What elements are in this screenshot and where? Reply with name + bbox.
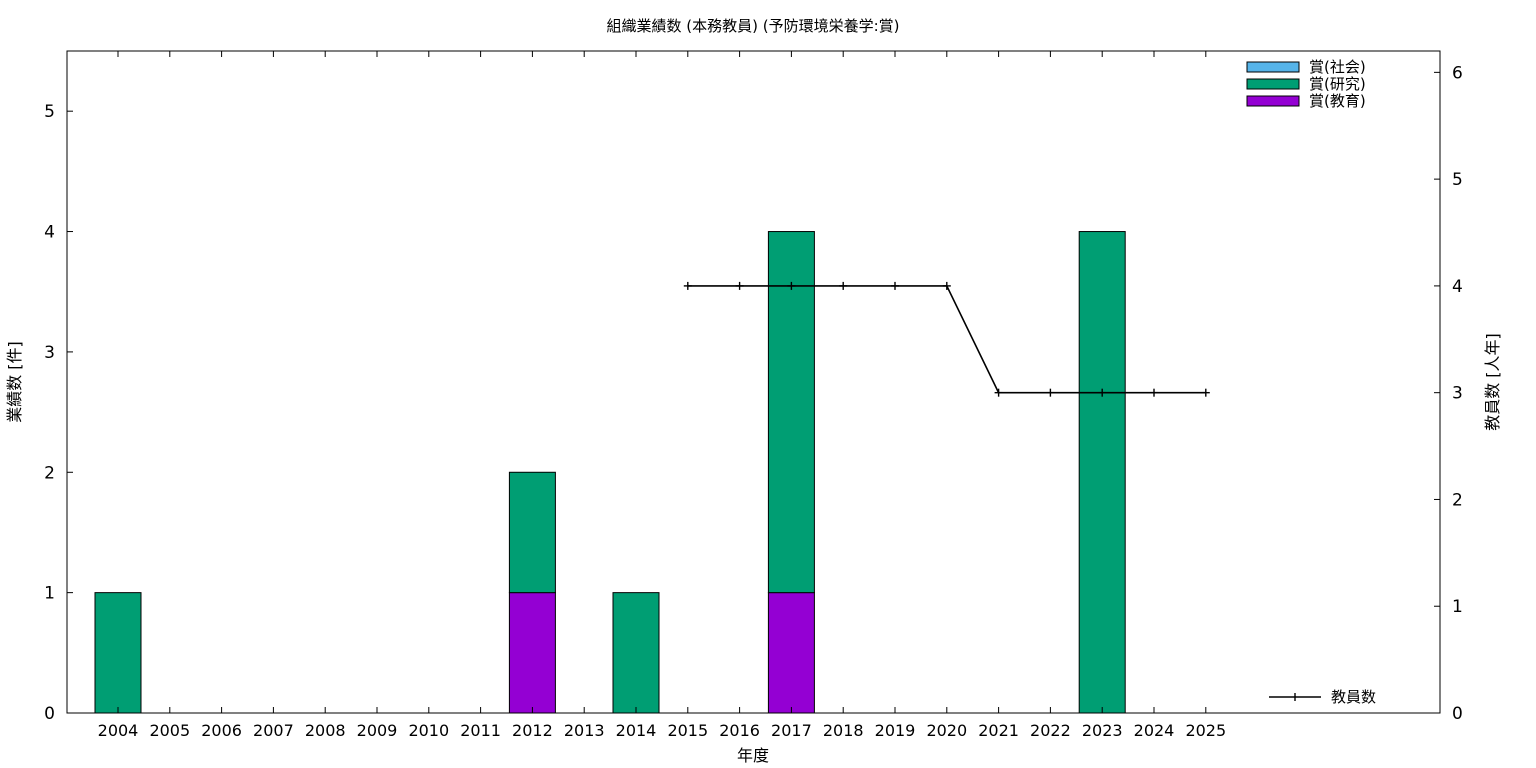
line-series-path <box>687 285 1206 394</box>
x-tick-label: 2006 <box>201 721 242 740</box>
x-tick-label: 2012 <box>512 721 553 740</box>
y2-tick-label: 6 <box>1452 63 1463 83</box>
legend-swatch-0 <box>1246 61 1300 73</box>
x-tick-label: 2023 <box>1082 721 1123 740</box>
legend: 賞(社会)賞(研究)賞(教育) 教員数 <box>1246 58 1376 706</box>
bar-2004-series-1 <box>94 592 142 714</box>
legend-swatch-1 <box>1246 78 1300 90</box>
y-tick-label: 5 <box>44 102 55 122</box>
x-tick-label: 2004 <box>98 721 139 740</box>
axes-layer: 0 1 2 3 4 5 0 1 2 3 4 5 6 2004 2005 2006 2007 2008 2009 201… <box>44 51 1463 740</box>
x-tick-label: 2021 <box>978 721 1019 740</box>
x-tick-label: 2014 <box>616 721 657 740</box>
y-tick-label: 3 <box>44 343 55 363</box>
legend-label-1: 賞(研究) <box>1309 75 1366 93</box>
bar-2014-series-1 <box>612 592 660 714</box>
x-tick-label: 2020 <box>926 721 967 740</box>
x-tick-label: 2015 <box>667 721 708 740</box>
line-layer <box>683 281 1210 397</box>
y2-tick-label: 5 <box>1452 170 1463 190</box>
x-tick-label: 2024 <box>1134 721 1175 740</box>
y2-tick-label: 2 <box>1452 490 1463 510</box>
bar-2012-series-1 <box>508 471 556 594</box>
legend-label-2: 賞(教育) <box>1309 92 1366 110</box>
x-tick-label: 2009 <box>357 721 398 740</box>
x-tick-label: 2011 <box>460 721 501 740</box>
y-tick-label: 1 <box>44 584 55 604</box>
x-tick-label: 2019 <box>875 721 916 740</box>
y2-tick-label: 4 <box>1452 277 1463 297</box>
x-tick-label: 2025 <box>1185 721 1226 740</box>
legend-label-0: 賞(社会) <box>1309 58 1366 76</box>
legend-swatch-2 <box>1246 95 1300 107</box>
x-tick-label: 2018 <box>823 721 864 740</box>
x-tick-label: 2022 <box>1030 721 1071 740</box>
y-tick-label: 4 <box>44 223 55 243</box>
x-tick-label: 2010 <box>408 721 449 740</box>
x-axis-label: 年度 <box>737 746 769 765</box>
bars-layer <box>94 231 1126 714</box>
x-tick-label: 2005 <box>149 721 190 740</box>
x-tick-label: 2016 <box>719 721 760 740</box>
y-tick-label: 0 <box>44 704 55 724</box>
x-tick-label: 2008 <box>305 721 346 740</box>
bar-2012-series-0 <box>508 592 556 714</box>
y2-tick-label: 0 <box>1452 704 1463 724</box>
y-tick-label: 2 <box>44 463 55 483</box>
plot-frame <box>66 50 1441 714</box>
chart-title: 組織業績数 (本務教員) (予防環境栄養学:賞) <box>607 17 900 35</box>
y2-tick-label: 3 <box>1452 384 1463 404</box>
y-axis-label: 業績数 [件] <box>5 341 24 423</box>
y2-axis-label: 教員数 [人年] <box>1483 333 1502 431</box>
bar-2017-series-1 <box>767 231 815 594</box>
line-legend-label: 教員数 <box>1331 688 1376 706</box>
y2-tick-label: 1 <box>1452 597 1463 617</box>
x-tick-label: 2007 <box>253 721 294 740</box>
bar-2017-series-0 <box>767 592 815 714</box>
bar-2023-series-1 <box>1078 231 1126 714</box>
x-tick-label: 2017 <box>771 721 812 740</box>
x-tick-label: 2013 <box>564 721 605 740</box>
